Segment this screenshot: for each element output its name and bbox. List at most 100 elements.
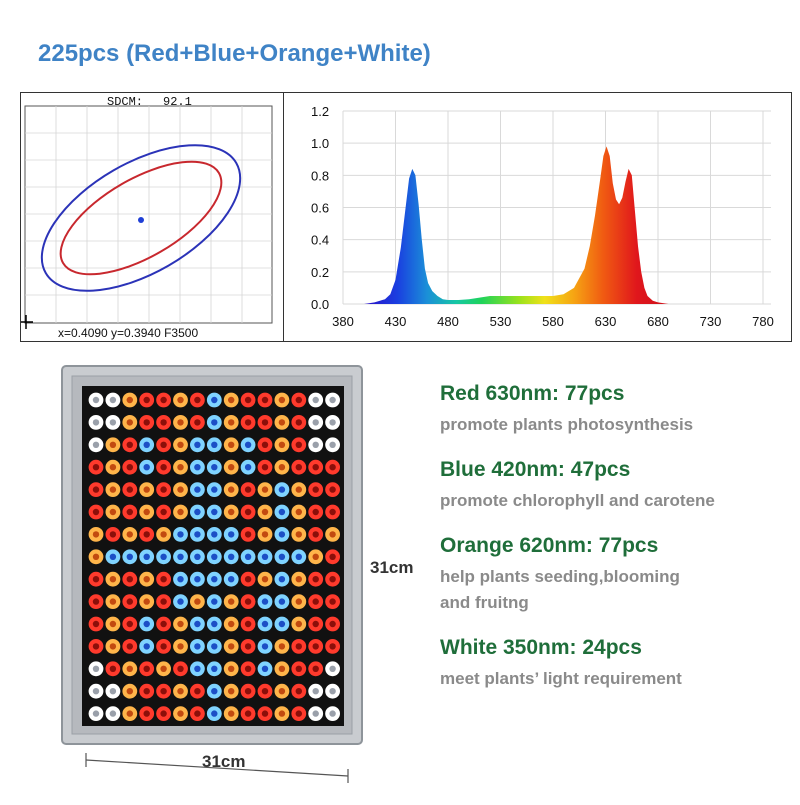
led-lens: [295, 508, 302, 516]
led-lens: [211, 665, 218, 672]
spectrum-x-tick-label: 630: [595, 314, 617, 329]
led-lens: [312, 531, 319, 538]
led-lens: [211, 710, 218, 717]
led-lens: [228, 665, 235, 672]
sdcm-value: 92.1: [163, 95, 192, 109]
led-lens: [109, 508, 117, 516]
led-lens: [109, 464, 117, 471]
led-lens: [278, 710, 286, 717]
led-lens: [177, 486, 184, 493]
led-grid: [88, 392, 340, 721]
led-lens: [228, 531, 235, 538]
led-lens: [109, 620, 117, 628]
led-lens: [126, 553, 133, 560]
spec-orange-title: Orange 620nm: 77pcs: [440, 534, 659, 557]
led-lens: [143, 710, 150, 717]
led-lens: [109, 643, 117, 650]
led-lens: [278, 419, 286, 426]
charts-frame: SDCM: 92.1 x=0.4090 y=0.3940 F3500: [20, 92, 792, 342]
led-lens: [211, 688, 218, 695]
led-lens: [329, 419, 336, 426]
led-lens: [244, 598, 252, 605]
led-lens: [261, 441, 269, 448]
led-lens: [278, 598, 286, 605]
spectrum-area: [364, 146, 669, 304]
led-lens: [244, 643, 252, 650]
led-lens: [177, 620, 184, 628]
led-lens: [295, 486, 302, 493]
led-lens: [228, 486, 235, 493]
led-lens: [92, 665, 100, 672]
led-lens: [109, 396, 117, 404]
led-lens: [160, 665, 167, 672]
led-lens: [211, 598, 218, 605]
spec-white: White 350nm: 24pcs meet plants’ light re…: [440, 634, 790, 692]
chromaticity-coordinates: x=0.4090 y=0.3940 F3500: [58, 326, 198, 340]
inner-ellipse: [59, 160, 223, 276]
led-lens: [278, 665, 286, 672]
led-lens: [143, 665, 150, 672]
led-lens: [143, 620, 150, 628]
led-lens: [261, 710, 269, 717]
led-lens: [211, 441, 218, 448]
led-lens: [312, 576, 319, 583]
led-lens: [228, 508, 235, 516]
spec-white-title: White 350nm: 24pcs: [440, 636, 642, 659]
led-lens: [194, 441, 201, 448]
led-lens: [160, 441, 167, 448]
led-lens: [278, 396, 286, 404]
spec-red-title: Red 630nm: 77pcs: [440, 382, 625, 405]
led-lens: [177, 643, 184, 650]
page-title: 225pcs (Red+Blue+Orange+White): [38, 40, 431, 67]
led-lens: [143, 486, 150, 493]
led-lens: [329, 441, 336, 448]
spec-orange-desc-line-2: and fruitng: [440, 593, 529, 612]
led-lens: [194, 464, 201, 471]
led-lens: [109, 486, 117, 493]
led-lens: [278, 486, 286, 493]
led-lens: [143, 441, 150, 448]
chart-divider: [283, 93, 284, 341]
spec-white-desc: meet plants’ light requirement: [440, 669, 682, 688]
led-lens: [312, 419, 319, 426]
led-lens: [109, 598, 117, 605]
led-lens: [329, 710, 336, 717]
led-lens: [329, 486, 336, 493]
led-lens: [126, 598, 133, 605]
outer-ellipse: [40, 144, 242, 292]
cie-plot-frame: [24, 105, 273, 324]
led-lens: [177, 441, 184, 448]
led-lens: [312, 598, 319, 605]
led-lens: [228, 598, 235, 605]
led-lens: [194, 665, 201, 672]
led-lens: [312, 396, 319, 404]
led-lens: [312, 710, 319, 717]
led-lens: [278, 688, 286, 695]
led-lens: [109, 710, 117, 717]
led-lens: [295, 643, 302, 650]
led-spec-list: Red 630nm: 77pcs promote plants photosyn…: [440, 380, 790, 710]
led-lens: [109, 531, 117, 538]
spec-blue-title: Blue 420nm: 47pcs: [440, 458, 631, 481]
led-lens: [109, 576, 117, 583]
led-lens: [143, 553, 150, 560]
led-lens: [160, 508, 167, 516]
led-lens: [126, 464, 133, 471]
spec-orange: Orange 620nm: 77pcs help plants seeding,…: [440, 532, 790, 616]
led-lens: [211, 643, 218, 650]
led-lens: [92, 419, 100, 426]
spectrum-x-tick-label: 480: [437, 314, 459, 329]
led-lens: [126, 710, 133, 717]
spec-orange-desc: help plants seeding,blooming and fruitng: [440, 564, 790, 616]
led-lens: [194, 688, 201, 695]
led-lens: [177, 710, 184, 717]
led-lens: [143, 598, 150, 605]
led-lens: [109, 419, 117, 426]
led-lens: [244, 441, 252, 448]
led-lens: [244, 396, 252, 404]
spectrum-y-tick-label: 1.0: [311, 136, 329, 151]
spectrum-x-tick-label: 530: [490, 314, 512, 329]
led-lens: [126, 419, 133, 426]
led-lens: [92, 710, 100, 717]
led-lens: [329, 508, 336, 516]
